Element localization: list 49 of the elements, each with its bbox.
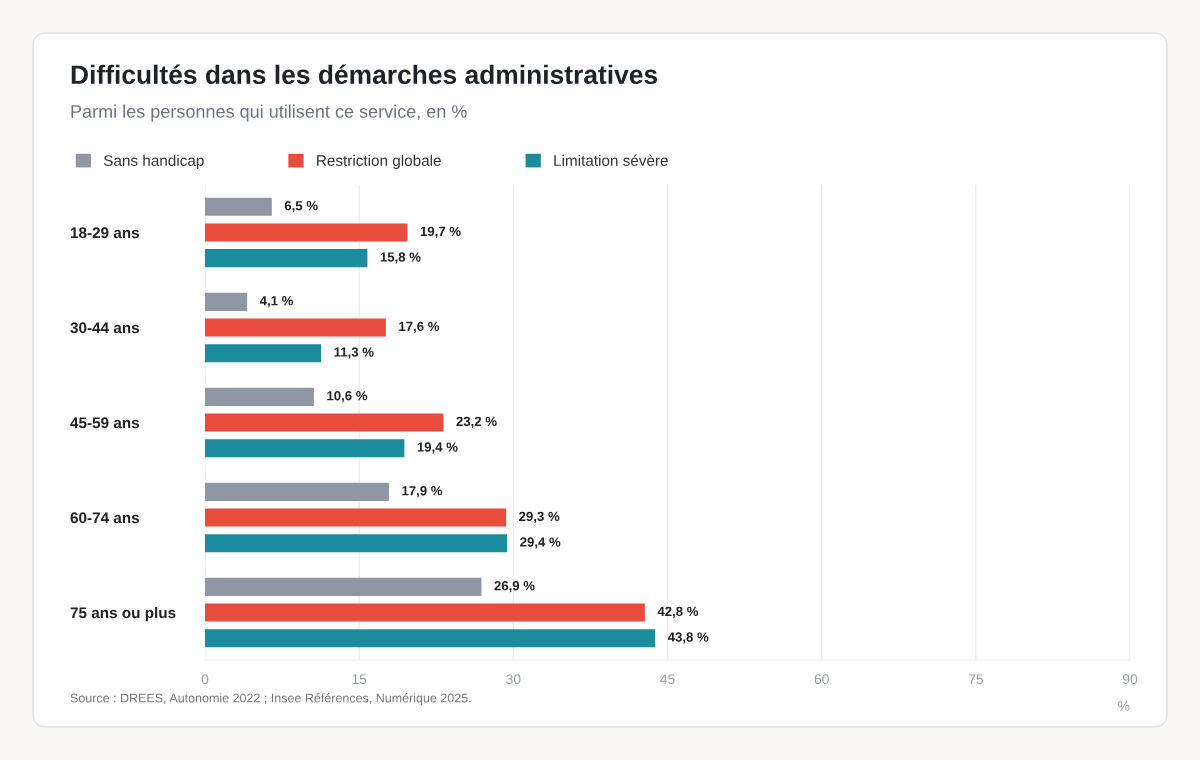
- data-label: 29,4 %: [520, 537, 561, 549]
- bar: [205, 387, 314, 406]
- y-tick-label: 30-44 ans: [70, 322, 140, 334]
- data-label: 11,3 %: [334, 347, 374, 359]
- x-axis-title: %: [1118, 701, 1130, 711]
- data-label: 4,1 %: [259, 296, 294, 308]
- bar: [205, 534, 508, 553]
- bar: [205, 249, 368, 268]
- bar: [205, 508, 507, 527]
- data-label: 19,4 %: [417, 442, 458, 454]
- data-label: 6,5 %: [284, 201, 318, 213]
- data-label: 42,8 %: [657, 606, 699, 618]
- bar: [205, 292, 248, 311]
- data-label: 15,8 %: [380, 252, 421, 264]
- data-label: 17,9 %: [402, 486, 443, 498]
- data-label: 19,7 %: [420, 226, 461, 238]
- x-tick-label: 15: [352, 674, 367, 685]
- data-label: 10,6 %: [327, 391, 368, 403]
- y-tick-label: 45-59 ans: [70, 417, 140, 429]
- x-tick-label: 30: [506, 674, 521, 685]
- legend-label: Limitation sévère: [554, 154, 668, 166]
- bar: [205, 629, 656, 648]
- bar: [205, 482, 389, 501]
- x-tick-label: 45: [660, 674, 675, 685]
- bar: [205, 197, 272, 216]
- data-label: 43,8 %: [667, 632, 709, 644]
- x-tick-label: 60: [814, 674, 829, 685]
- chart-title: Difficultés dans les démarches administratives: [71, 64, 658, 85]
- legend-label: Restriction globale: [317, 154, 441, 169]
- bar: [205, 318, 386, 337]
- bar: [205, 603, 645, 622]
- legend-label: Sans handicap: [103, 154, 204, 169]
- x-tick-label: 75: [968, 674, 983, 685]
- x-tick-label: 0: [201, 674, 209, 685]
- data-label: 29,3 %: [519, 511, 560, 523]
- bar: [205, 413, 444, 432]
- bar: [205, 344, 322, 363]
- y-tick-label: 60-74 ans: [70, 512, 140, 524]
- bar: [205, 439, 405, 458]
- y-tick-label: 75 ans ou plus: [70, 606, 176, 622]
- chart-subtitle: Parmi les personnes qui utilisent ce service, en %: [71, 104, 467, 122]
- bar: [205, 577, 482, 596]
- y-tick-label: 18-29 ans: [70, 227, 140, 239]
- bar: [205, 223, 408, 242]
- source-note: Source : DREES, Autonomie 2022 ; Insee Références, Numérique 2025.: [70, 693, 471, 705]
- data-label: 17,6 %: [399, 321, 440, 333]
- data-label: 23,2 %: [456, 416, 497, 428]
- x-tick-label: 90: [1122, 674, 1138, 685]
- data-label: 26,9 %: [494, 581, 535, 593]
